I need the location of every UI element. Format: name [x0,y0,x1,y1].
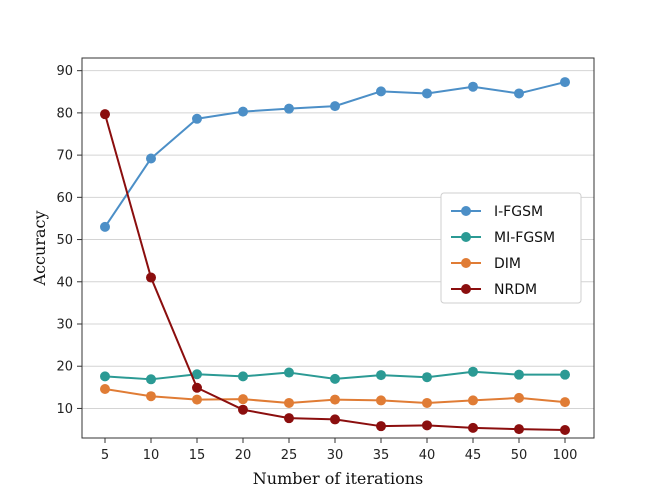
series-i-fgsm [100,77,570,232]
series-mi-fgsm [100,366,570,385]
data-point-mi-fgsm [146,374,156,385]
data-point-i-fgsm [330,101,340,112]
legend-swatch-marker [461,206,471,216]
x-tick-label: 50 [511,448,528,463]
x-tick-label: 40 [419,448,436,463]
data-point-mi-fgsm [468,366,478,377]
x-tick-label: 45 [465,448,482,463]
grid-lines [82,70,594,409]
data-point-nrdm [560,424,570,435]
x-tick-label: 100 [553,448,578,463]
legend: I-FGSM MI-FGSM DIM NRDM [440,192,582,304]
legend-label: I-FGSM [494,204,543,220]
y-tick-label: 10 [56,402,73,417]
data-point-i-fgsm [100,221,110,232]
data-point-nrdm [284,413,294,424]
data-point-mi-fgsm [284,367,294,378]
y-tick-label: 90 [56,64,73,79]
y-tick-label: 60 [56,191,73,206]
data-point-i-fgsm [560,77,570,88]
x-tick-label: 30 [327,448,344,463]
data-point-i-fgsm [376,86,386,97]
data-point-dim [560,397,570,408]
legend-swatch-marker [461,284,471,294]
legend-label: DIM [494,256,521,272]
data-point-nrdm [192,382,202,393]
series-nrdm [100,109,570,435]
x-tick-label: 35 [373,448,390,463]
data-point-nrdm [468,422,478,433]
data-point-i-fgsm [514,88,524,99]
data-point-nrdm [238,404,248,415]
legend-item-dim: DIM [451,256,521,272]
legend-item-mi-fgsm: MI-FGSM [451,230,555,246]
data-point-dim [376,395,386,406]
y-tick-label: 30 [56,318,73,333]
legend-label: NRDM [494,282,537,298]
y-tick-label: 20 [56,360,73,375]
x-tick-label: 5 [101,448,109,463]
legend-item-i-fgsm: I-FGSM [451,204,543,220]
data-point-nrdm [514,424,524,435]
data-point-dim [514,392,524,403]
legend-item-nrdm: NRDM [451,282,537,298]
data-point-nrdm [376,421,386,432]
data-point-dim [146,391,156,402]
data-point-i-fgsm [146,153,156,164]
data-point-mi-fgsm [422,372,432,383]
legend-box [440,192,582,304]
x-axis-title: Number of iterations [253,469,423,488]
data-point-dim [284,397,294,408]
x-tick-label: 10 [143,448,160,463]
legend-label: MI-FGSM [494,230,555,246]
data-point-dim [192,394,202,405]
data-point-i-fgsm [422,88,432,99]
series-dim [100,384,570,408]
y-axis: 10 20 30 40 50 60 70 80 90 [56,64,82,417]
plot-area [81,57,595,439]
x-tick-label: 25 [281,448,298,463]
data-point-i-fgsm [192,113,202,124]
data-point-mi-fgsm [192,369,202,380]
data-point-mi-fgsm [100,371,110,382]
data-point-mi-fgsm [560,369,570,380]
data-point-nrdm [330,414,340,425]
data-point-i-fgsm [468,81,478,92]
data-point-mi-fgsm [376,370,386,381]
y-tick-label: 50 [56,233,73,248]
x-tick-label: 15 [189,448,206,463]
y-tick-label: 80 [56,106,73,121]
data-point-dim [422,397,432,408]
x-axis: 5 10 15 20 25 30 35 40 45 50 100 [101,438,578,463]
data-point-nrdm [146,272,156,283]
data-point-i-fgsm [284,103,294,114]
data-point-i-fgsm [238,106,248,117]
data-point-mi-fgsm [330,373,340,384]
data-point-dim [238,394,248,405]
data-point-dim [330,394,340,405]
y-tick-label: 40 [56,275,73,290]
data-point-dim [468,395,478,406]
legend-swatch-marker [461,258,471,268]
legend-swatch-marker [461,232,471,242]
data-point-dim [100,384,110,395]
data-point-nrdm [100,109,110,120]
x-tick-label: 20 [235,448,252,463]
y-tick-label: 70 [56,149,73,164]
data-point-mi-fgsm [514,369,524,380]
data-point-nrdm [422,420,432,431]
data-point-mi-fgsm [238,371,248,382]
series-layer [100,77,570,435]
y-axis-title: Accuracy [30,211,49,287]
